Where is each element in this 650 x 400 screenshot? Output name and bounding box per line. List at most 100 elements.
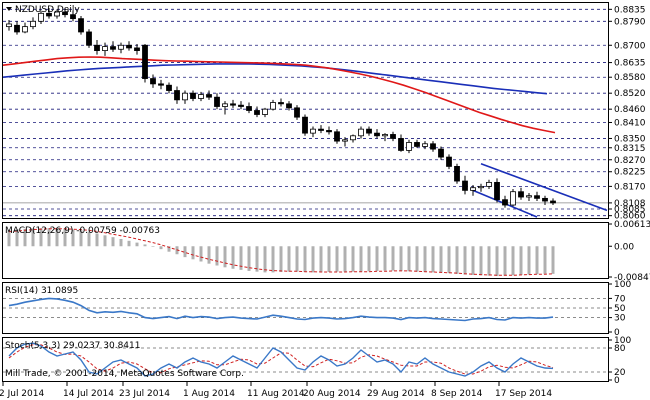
macd-bar (279, 246, 283, 273)
stoch-main-line (8, 342, 554, 377)
macd-bar (375, 246, 379, 271)
candle-bearish (550, 200, 556, 204)
stoch-levels (3, 347, 608, 373)
stoch-label: 80 (614, 344, 626, 354)
stoch-lines (8, 342, 554, 377)
macd-bar (143, 244, 147, 247)
macd-bar (543, 246, 547, 274)
price-label: 0.8835 (614, 5, 646, 15)
price-label: 0.8270 (614, 156, 646, 166)
candle-bearish (462, 180, 468, 191)
macd-bar (335, 246, 339, 272)
macd-axis: 0.00613 0.00 -0.00847 (608, 220, 650, 283)
macd-bar (151, 246, 155, 247)
macd-signal-line (8, 228, 554, 276)
macd-bar (287, 246, 291, 272)
macd-label: 0.00 (614, 242, 634, 252)
macd-bar (63, 228, 67, 247)
price-label: 0.8410 (614, 118, 646, 128)
macd-bar (535, 246, 539, 275)
macd-bar (319, 246, 323, 273)
macd-bar (487, 246, 491, 276)
candle-bullish (54, 11, 60, 17)
candle-bearish (254, 110, 260, 115)
candle-bearish (70, 14, 76, 20)
candle-bullish (102, 46, 108, 51)
candle-bullish (118, 44, 124, 50)
macd-label: -0.00847 (614, 273, 650, 283)
candle-bearish (62, 11, 68, 16)
candle-bullish (350, 135, 356, 141)
macd-bar (343, 246, 347, 272)
macd-bar (223, 246, 227, 268)
price-label: 0.8060 (614, 212, 646, 222)
time-label: 2 Jul 2014 (0, 389, 44, 399)
candle-bullish (478, 185, 484, 189)
candle-bearish (278, 102, 284, 105)
macd-bar (407, 246, 411, 272)
candle-bearish (214, 96, 220, 107)
macd-bar (351, 246, 355, 272)
price-label: 0.8700 (614, 41, 646, 51)
macd-bar (127, 240, 131, 247)
candle-bearish (286, 103, 292, 109)
stoch-panel[interactable]: Stoch(5,3,3) 29.0237 30.8411 Mill Trade,… (2, 336, 632, 386)
triangle-down-icon[interactable] (6, 7, 12, 11)
time-label: 29 Aug 2014 (367, 389, 425, 399)
candle-bearish (334, 131, 340, 142)
rsi-label: 30 (614, 314, 626, 324)
fast-moving-average-line (2, 56, 556, 134)
stoch-label: 0 (614, 376, 620, 386)
macd-bar (303, 246, 307, 273)
candle-bearish (230, 103, 236, 106)
time-label: 1 Aug 2014 (183, 389, 235, 399)
time-axis: 2 Jul 2014 14 Jul 2014 23 Jul 2014 1 Aug 20… (0, 382, 552, 399)
main-panel[interactable]: NZDUSD,Daily 0.88350.87900.87000.86350.8… (2, 2, 646, 222)
time-label: 17 Sep 2014 (495, 389, 552, 399)
candle-bearish (374, 132, 380, 137)
current-price-label: 0.8108 (614, 199, 646, 209)
macd-bar (247, 246, 251, 271)
candle-bearish (134, 47, 140, 51)
candle-bullish (510, 191, 516, 206)
stoch-label: 20 (614, 368, 626, 378)
candle-bearish (390, 134, 396, 139)
candle-bearish (326, 130, 332, 133)
time-label: 14 Jul 2014 (63, 389, 114, 399)
macd-bar (439, 246, 443, 273)
time-label: 23 Jul 2014 (119, 389, 170, 399)
macd-bar (271, 246, 275, 273)
macd-bar (415, 246, 419, 272)
macd-bar (111, 237, 115, 247)
rsi-label: 70 (614, 294, 626, 304)
macd-bar (255, 246, 259, 272)
macd-bar (551, 246, 555, 274)
candle-bearish (206, 94, 212, 98)
macd-panel[interactable]: MACD(12,26,9) -0.00759 -0.00763 0.006130… (2, 220, 650, 283)
macd-bar (463, 246, 467, 275)
macd-label: 0.00613 (614, 220, 650, 230)
candle-bullish (382, 134, 388, 137)
macd-bar (367, 246, 371, 272)
price-label: 0.8170 (614, 182, 646, 192)
rsi-label: 50 (614, 304, 626, 314)
macd-bar (135, 242, 139, 247)
candle-bearish (238, 104, 244, 107)
macd-bar (511, 246, 515, 276)
candle-bearish (14, 24, 20, 33)
candle-bearish (158, 83, 164, 86)
macd-bar (479, 246, 483, 276)
channel-upper-line[interactable] (480, 162, 608, 212)
candle-bearish (142, 44, 148, 79)
candle-bearish (294, 107, 300, 118)
macd-bar (87, 231, 91, 247)
macd-bar (455, 246, 459, 274)
main-panel-title: NZDUSD,Daily (15, 5, 80, 15)
macd-bar (15, 229, 19, 247)
macd-bar (495, 246, 499, 277)
candle-bullish (198, 94, 204, 99)
